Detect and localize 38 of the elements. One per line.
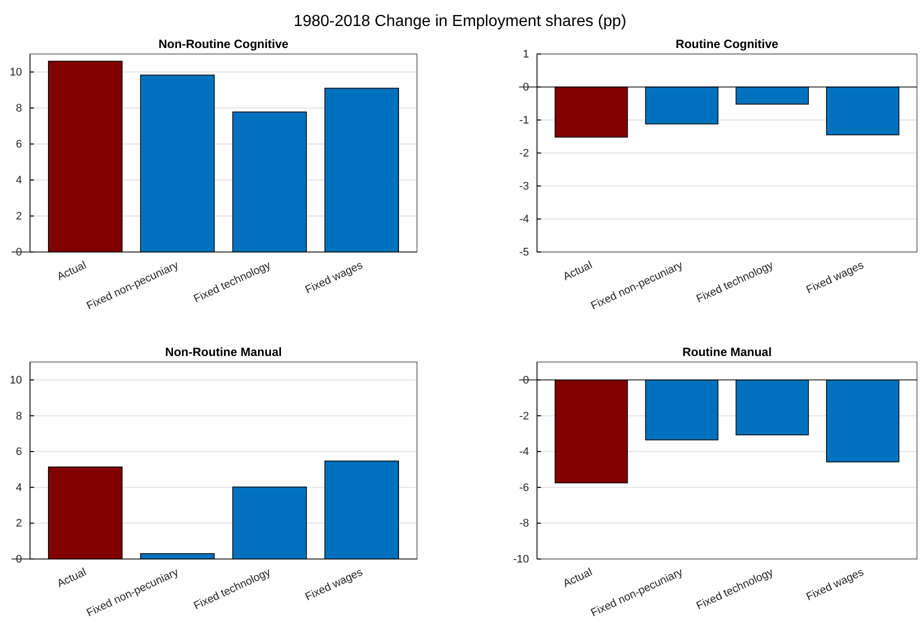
x-tick-label: Fixed wages: [304, 259, 366, 296]
y-tick-label: 10: [10, 66, 22, 79]
chart-title: Non-Routine Manual: [165, 345, 282, 359]
y-tick-label: -6: [519, 482, 529, 494]
y-tick-label: -2: [519, 410, 529, 422]
bar: [48, 466, 123, 560]
y-tick-label: 4: [16, 174, 22, 187]
y-tick-label: 6: [16, 138, 22, 151]
y-tick-label: -5: [519, 246, 529, 259]
y-tick-label: -10: [513, 554, 529, 566]
text: 1980-2018 Change in Employment shares (pp): [294, 13, 626, 30]
chart-title: Non-Routine Cognitive: [158, 37, 289, 51]
y-tick-label: 6: [16, 446, 22, 458]
y-tick-label: 2: [16, 210, 22, 223]
chart-title: Routine Cognitive: [676, 37, 779, 51]
bar: [48, 60, 123, 252]
y-tick-label: -3: [519, 180, 529, 193]
chart-title: Routine Manual: [682, 345, 772, 359]
x-tick-label: Fixed wages: [804, 566, 866, 604]
y-tick-label: -2: [519, 148, 529, 160]
x-tick-label: Fixed wages: [304, 566, 366, 604]
y-tick-label: -8: [519, 518, 529, 530]
bar: [324, 460, 399, 560]
y-tick-label: 8: [16, 102, 22, 115]
y-tick-label: 2: [16, 518, 22, 530]
bar: [232, 112, 307, 252]
y-tick-label: -4: [519, 446, 529, 458]
bar: [232, 486, 307, 560]
bar: [324, 88, 399, 252]
y-tick-label: -4: [519, 214, 529, 226]
bar: [140, 553, 215, 560]
y-tick-label: -1: [519, 114, 529, 127]
bar: [140, 74, 215, 252]
y-tick-label: 1: [522, 48, 529, 61]
y-tick-label: 10: [10, 374, 22, 386]
y-tick-label: 8: [16, 410, 22, 422]
x-tick-label: Fixed wages: [804, 259, 866, 296]
y-tick-label: 4: [16, 482, 22, 494]
